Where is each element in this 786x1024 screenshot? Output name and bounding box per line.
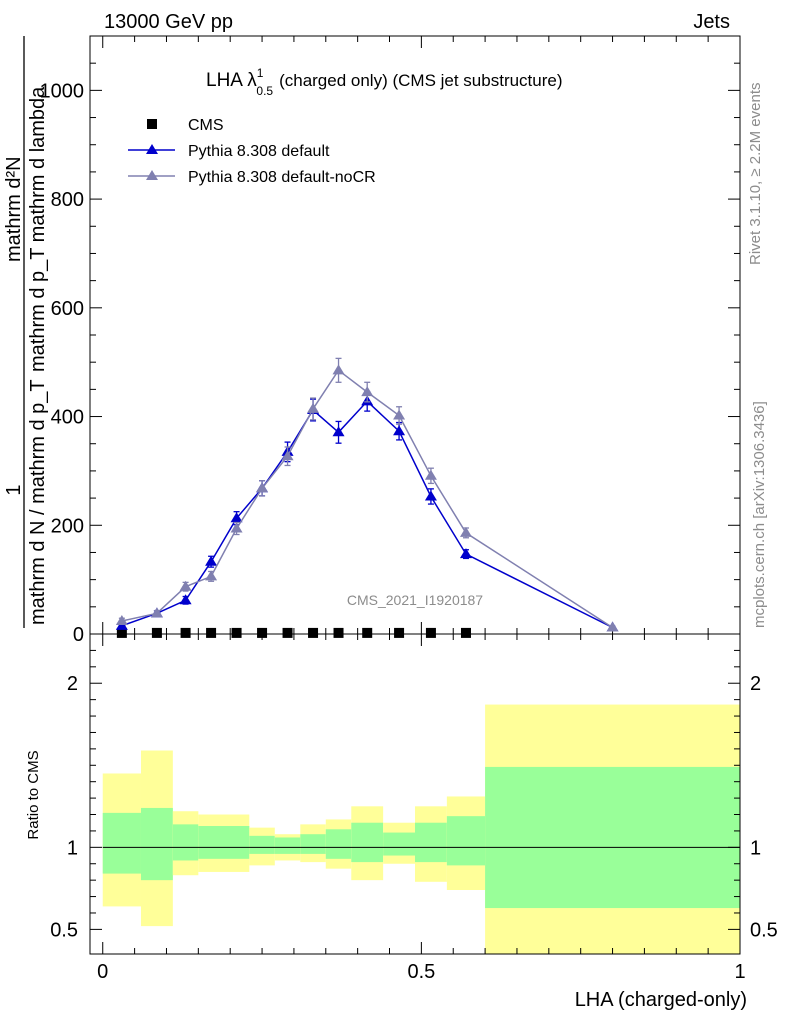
ratio-uncertainty-band-inner [300,834,326,854]
y-label-denominator: mathrm d p_T mathrm d lambda [27,86,49,372]
ratio-y-tick-label: 2 [67,673,78,695]
legend-marker-nocr [146,170,158,180]
main-y-tick-label: 0 [73,624,84,646]
mcplots-label: mcplots.cern.ch [arXiv:1306.3436] [751,401,768,628]
header-left: 13000 GeV pp [104,11,233,33]
series-marker-2 [230,522,243,533]
plot-title: LHA λ1 0.5(charged only) (CMS jet substru… [206,66,563,98]
series-marker-1 [393,425,406,436]
legend-label-cms: CMS [188,117,224,134]
main-y-tick-label: 800 [51,189,84,211]
ratio-y-tick-label: 0.5 [50,919,78,941]
legend: CMS Pythia 8.308 default Pythia 8.308 de… [128,117,376,186]
ratio-uncertainty-band-inner [446,816,486,866]
ratio-y-axis-label: Ratio to CMS [25,750,42,839]
series-marker-2 [459,526,472,537]
cms-data-point [282,627,293,638]
ratio-uncertainty-band-inner [415,822,447,863]
ratio-uncertainty-band-inner [351,822,384,863]
cms-data-point [460,627,471,638]
ratio-uncertainty-band-inner [172,824,199,861]
y-label-factor-num: 1 [3,484,25,495]
series-line-1 [121,400,613,629]
cms-data-point [394,627,405,638]
series-marker-2 [150,607,163,618]
series-marker-2 [205,570,218,581]
cms-data-point [180,627,191,638]
legend-label-nocr: Pythia 8.308 default-noCR [188,169,376,186]
ratio-uncertainty-band-inner [325,829,352,859]
ratio-y-tick-label-right: 0.5 [750,919,778,941]
series-marker-2 [281,450,294,461]
series-marker-2 [307,402,320,413]
analysis-watermark: CMS_2021_I1920187 [347,592,483,608]
series-marker-2 [424,469,437,480]
cms-data-point [151,627,162,638]
header-right: Jets [693,11,730,33]
series-marker-2 [361,386,374,397]
ratio-plot-panel: 0.5 0.51 12 20 0.5 1 Ratio to CMS LHA (charge… [25,633,778,1011]
series-line-2 [121,369,613,629]
main-y-axis-label: 1 mathrm d N / mathrm d p_T mathrm d²N m… [3,36,49,628]
series-marker-2 [606,621,619,632]
cms-data-point [206,627,217,638]
ratio-uncertainty-band-inner [102,812,141,874]
main-y-tick-label: 200 [51,515,84,537]
ratio-y-tick-label-right: 2 [750,673,761,695]
series-marker-1 [205,555,218,566]
series-marker-2 [115,614,128,625]
main-y-tick-label: 400 [51,407,84,429]
x-tick-label: 0.5 [407,961,435,983]
series-marker-1 [459,548,472,559]
cms-data-point [231,627,242,638]
legend-label-default: Pythia 8.308 default [188,143,330,160]
y-label-factor-den: mathrm d N / mathrm d p_T [27,379,49,625]
ratio-uncertainty-band-inner [249,835,275,854]
cms-data-point [333,627,344,638]
main-y-tick-label: 600 [51,298,84,320]
cms-data-point [425,627,436,638]
main-y-tick-label: 1000 [40,80,85,102]
cms-data-point [308,627,319,638]
cms-data-point [116,627,127,638]
series-marker-1 [230,512,243,523]
series-marker-2 [332,364,345,375]
ratio-uncertainty-band-inner [383,832,415,856]
ratio-uncertainty-band-inner [274,837,301,854]
ratio-uncertainty-band-inner [140,807,173,881]
rivet-label: Rivet 3.1.10, ≥ 2.2M events [747,83,764,266]
ratio-uncertainty-band-inner [485,766,740,909]
series-marker-1 [179,594,192,605]
cms-data-point [257,627,268,638]
series-marker-1 [332,426,345,437]
series-marker-2 [393,409,406,420]
cms-data-point [362,627,373,638]
series-marker-2 [256,482,269,493]
x-axis-label: LHA (charged-only) [575,989,747,1011]
ratio-uncertainty-band-inner [198,826,250,859]
x-tick-label: 0 [97,961,108,983]
ratio-y-tick-label-right: 1 [750,837,761,859]
main-plot-panel: 0 200 400 600 800 1000 LHA λ1 0.5(charged only… [3,35,741,646]
series-marker-2 [179,580,192,591]
ratio-y-tick-label: 1 [67,837,78,859]
legend-marker-default [146,144,158,154]
legend-marker-cms [147,119,157,129]
ratio-plot-frame [89,633,741,955]
y-label-numerator: mathrm d²N [3,156,25,262]
x-tick-label: 1 [734,961,745,983]
series-marker-1 [424,490,437,501]
